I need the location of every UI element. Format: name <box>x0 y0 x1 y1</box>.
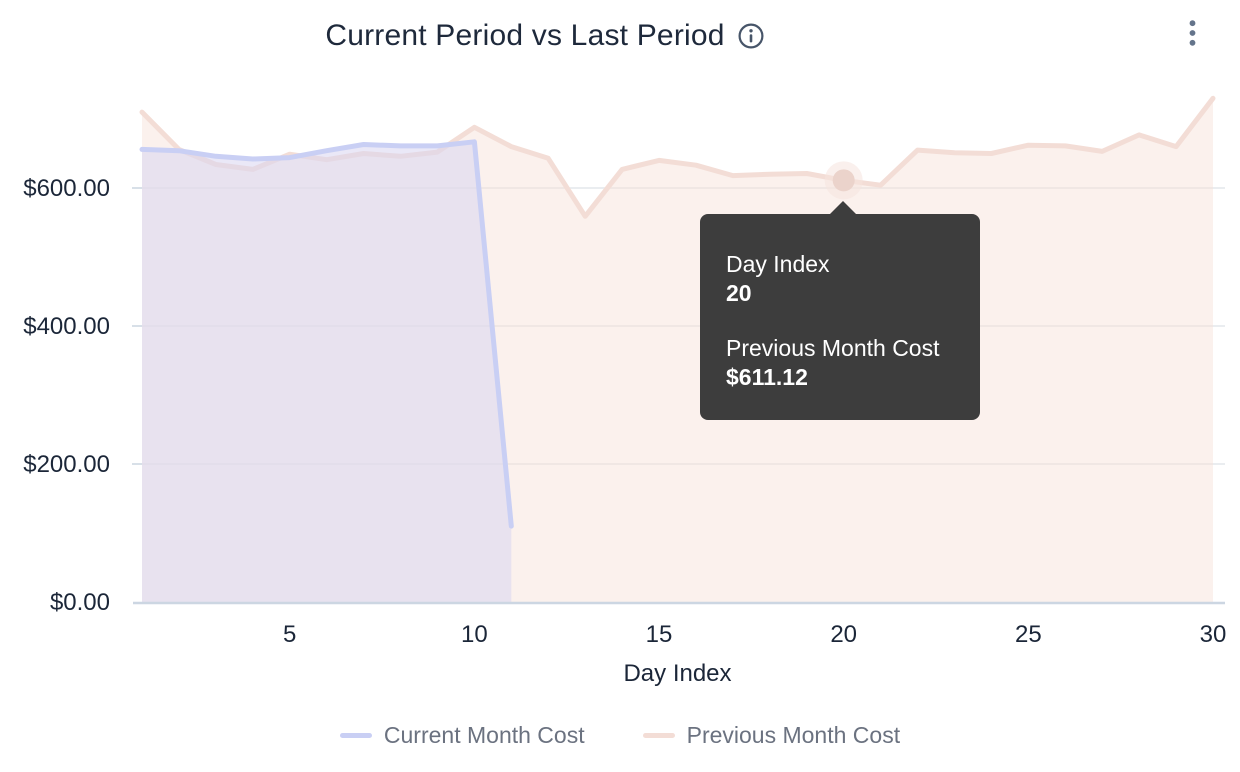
legend-item-current-month[interactable]: Current Month Cost <box>339 722 585 749</box>
legend-swatch-current-month <box>339 733 372 738</box>
y-axis-tick-label: $200.00 <box>23 451 110 478</box>
current-month-cost-area <box>142 141 512 603</box>
y-axis-tick-label: $0.00 <box>50 589 110 616</box>
page-title: Current Period vs Last Period <box>325 19 725 52</box>
chart-canvas[interactable]: $0.00 $200.00 $400.00 $600.00 5 10 15 20 25 30 Day… <box>0 0 1240 710</box>
current-month-cost-line <box>139 139 514 529</box>
x-axis-tick-label: 20 <box>830 621 857 648</box>
y-axis-tick-label: $400.00 <box>23 313 110 340</box>
chart-header: Current Period vs Last Period <box>0 0 1240 72</box>
chart-legend: Current Month Cost Previous Month Cost <box>0 722 1240 749</box>
tooltip-value: 20 <box>726 280 752 306</box>
tooltip-value: $611.12 <box>726 364 808 390</box>
chart-tooltip: Day Index 20 Previous Month Cost $611.12 <box>700 201 980 420</box>
x-axis-tick-label: 5 <box>283 621 296 648</box>
highlight-dot <box>832 169 855 192</box>
legend-item-previous-month[interactable]: Previous Month Cost <box>642 722 901 749</box>
kebab-menu-icon <box>1189 20 1196 46</box>
x-axis-tick-label: 25 <box>1015 621 1042 648</box>
legend-swatch-previous-month <box>642 733 675 738</box>
tooltip-row: Day Index 20 <box>726 250 954 308</box>
x-axis-tick-label: 10 <box>461 621 488 648</box>
x-axis-tick-label: 15 <box>646 621 673 648</box>
info-icon[interactable] <box>737 22 765 50</box>
tooltip-row: Previous Month Cost $611.12 <box>726 334 954 392</box>
legend-label-current-month: Current Month Cost <box>383 722 585 748</box>
kebab-menu-button[interactable] <box>1181 14 1204 55</box>
x-axis-tick-label: 30 <box>1200 621 1227 648</box>
x-axis-title: Day Index <box>623 660 731 687</box>
y-axis-tick-label: $600.00 <box>23 175 110 202</box>
tooltip-label: Day Index <box>726 251 830 277</box>
legend-label-previous-month: Previous Month Cost <box>686 722 901 748</box>
tooltip-label: Previous Month Cost <box>726 335 940 361</box>
info-icon-glyph <box>738 23 764 49</box>
